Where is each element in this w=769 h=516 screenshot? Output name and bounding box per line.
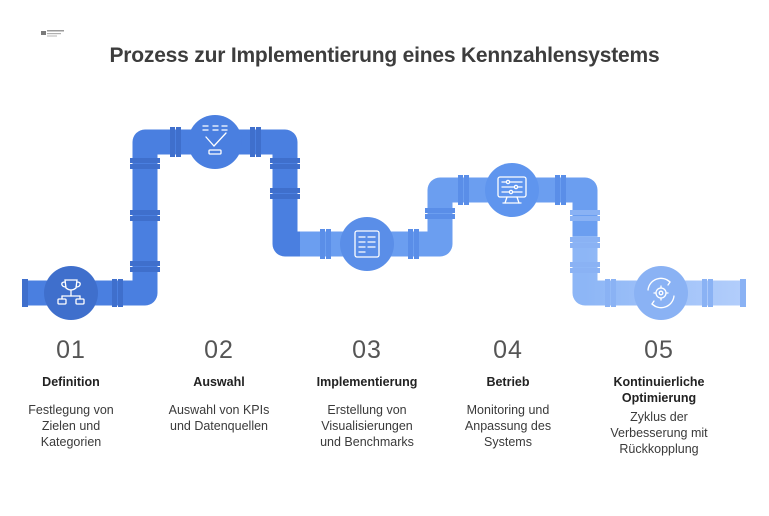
step-heading: Kontinuierliche Optimierung [613, 375, 705, 405]
step-2: 02 Auswahl Auswahl von KPIs und Datenque… [144, 335, 294, 434]
step-number: 01 [56, 336, 86, 364]
step-heading: Definition [42, 375, 100, 389]
step-description: Auswahl von KPIs und Datenquellen [168, 403, 270, 433]
step-heading: Auswahl [193, 375, 245, 389]
pipe-couplings-mid [320, 175, 566, 259]
trophy-flowchart-icon [57, 279, 85, 305]
step-3: 03 Implementierung Erstellung von Visual… [292, 335, 442, 450]
pipe-segment-3 [572, 236, 745, 306]
monitor-sliders-icon [497, 176, 527, 204]
pipe-couplings [22, 127, 300, 307]
page-title: Prozess zur Implementierung eines Kennza… [109, 44, 660, 67]
step-1: 01 Definition Festlegung von Zielen und … [0, 335, 146, 450]
logo-icon [41, 30, 64, 37]
node-2 [188, 115, 242, 169]
step-description: Zyklus der Verbesserung mit Rückkopplung [610, 410, 708, 456]
step-heading: Implementierung [316, 375, 418, 389]
step-number: 03 [352, 336, 382, 364]
step-5: 05 Kontinuierliche Optimierung Zyklus de… [584, 335, 734, 457]
gear-cycle-icon [647, 277, 675, 309]
step-4: 04 Betrieb Monitoring und Anpassung des … [433, 335, 583, 450]
checklist-selection-icon [202, 125, 228, 155]
step-description: Monitoring und Anpassung des Systems [464, 403, 552, 449]
step-number: 02 [204, 336, 234, 364]
document-list-icon [354, 230, 380, 258]
step-heading: Betrieb [486, 375, 530, 389]
node-3 [340, 217, 394, 271]
node-1 [44, 266, 98, 320]
step-number: 05 [644, 336, 674, 364]
node-4 [485, 163, 539, 217]
step-description: Festlegung von Zielen und Kategorien [28, 403, 114, 449]
step-description: Erstellung von Visualisierungen und Benc… [320, 403, 414, 449]
pipe-couplings-end [570, 210, 746, 307]
pipeline-diagram [22, 115, 746, 320]
node-5 [634, 266, 688, 320]
step-number: 04 [493, 336, 523, 364]
